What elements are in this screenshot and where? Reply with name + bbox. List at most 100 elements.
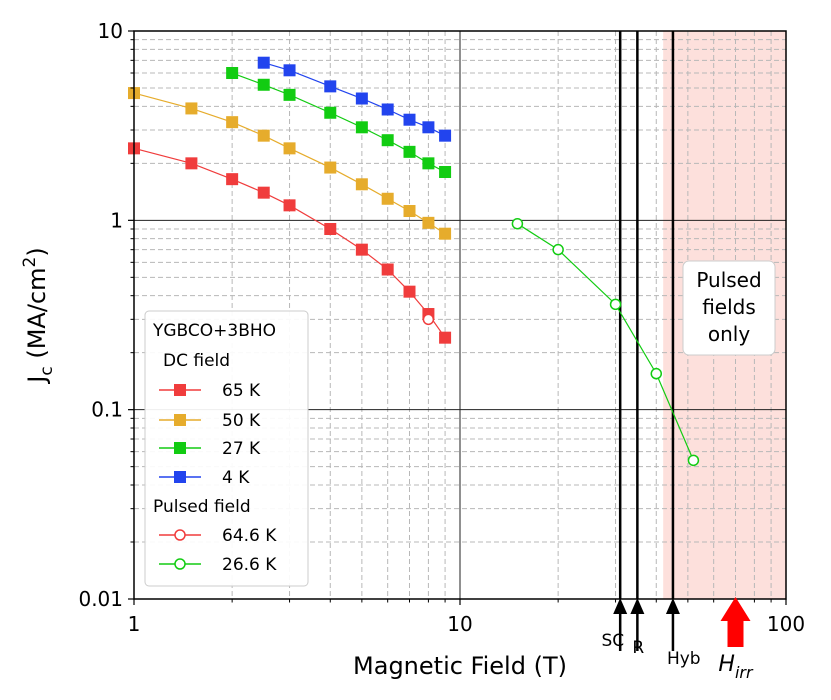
tick-layer: 1 10 100 0.01 0.1 1 10: [78, 19, 805, 636]
data-point: [355, 92, 368, 105]
pulsed-only-label-box: [682, 260, 776, 356]
irr-arrow-head: [720, 597, 751, 621]
pulsed-only-label-line: only: [708, 322, 750, 346]
y-tick-label: 1: [110, 208, 123, 232]
data-point: [422, 121, 435, 134]
data-point: [422, 216, 435, 229]
legend: YGBCO+3BHO DC field 65 K 50 K 27 K 4 K Pulsed …: [144, 310, 309, 587]
data-point: [283, 88, 296, 101]
x-tick-label: 1: [128, 612, 141, 636]
series-64.6k: [422, 313, 435, 326]
data-point: [439, 331, 452, 344]
legend-label: 26.6 K: [222, 555, 277, 575]
arrow-head: [630, 598, 645, 614]
data-point: [257, 56, 270, 69]
legend-label: 4 K: [222, 468, 250, 488]
legend-entry: 64.6 K: [159, 526, 277, 546]
data-point: [381, 263, 394, 276]
data-point: [185, 102, 198, 115]
legend-label: 50 K: [222, 411, 261, 431]
data-point: [439, 129, 452, 142]
y-tick-label: 0.01: [78, 587, 123, 611]
pulsed-only-label-line: Pulsed: [696, 268, 761, 292]
legend-title: YGBCO+3BHO: [152, 321, 276, 341]
data-point: [687, 454, 700, 467]
y-axis-label-unit: (MA/cm: [23, 267, 51, 366]
irr-arrow-shaft: [727, 620, 744, 647]
data-point: [257, 129, 270, 142]
data-point: [422, 157, 435, 170]
legend-dc-header: DC field: [163, 351, 230, 371]
data-point: [324, 161, 337, 174]
data-point: [422, 313, 435, 326]
arrow-layer: SC R Hyb Hirr: [602, 597, 754, 682]
field-limit-label: SC: [602, 631, 625, 651]
x-axis-label: Magnetic Field (T): [353, 652, 567, 680]
data-point: [257, 186, 270, 199]
data-point: [650, 367, 663, 380]
data-point: [226, 173, 239, 186]
y-axis-label-main: J: [23, 376, 51, 385]
legend-marker: [174, 442, 186, 454]
y-axis-label-close: ): [23, 247, 51, 256]
data-point: [511, 217, 524, 230]
data-point: [283, 64, 296, 77]
data-point: [403, 145, 416, 158]
series-50k: [128, 87, 452, 240]
irreversibility-field-arrow: Hirr: [718, 597, 754, 682]
series-4k: [257, 56, 452, 142]
data-point: [381, 192, 394, 205]
field-limit-arrow: [613, 598, 628, 651]
y-axis-label-sup: 2: [20, 257, 40, 268]
field-limit-arrow: [665, 598, 680, 651]
data-point: [355, 178, 368, 191]
y-axis-label-sub: c: [37, 366, 57, 375]
legend-entry: 27 K: [159, 439, 261, 459]
x-tick-label: 10: [447, 612, 472, 636]
legend-entry: 65 K: [159, 381, 261, 401]
series-26.6k: [511, 217, 700, 467]
irr-label-main: H: [718, 652, 735, 677]
legend-entry: 50 K: [159, 411, 261, 431]
field-limit-label: R: [632, 638, 644, 658]
data-point: [439, 166, 452, 179]
data-point: [226, 116, 239, 129]
arrow-head: [665, 598, 680, 614]
y-tick-label: 0.1: [91, 398, 123, 422]
legend-label: 27 K: [222, 439, 261, 459]
legend-label: 65 K: [222, 381, 261, 401]
series-65k: [128, 142, 452, 344]
legend-marker: [174, 414, 186, 426]
data-point: [552, 243, 564, 256]
data-point: [403, 285, 416, 298]
data-point: [226, 67, 239, 80]
legend-pulsed-header: Pulsed field: [153, 497, 251, 517]
data-point: [609, 298, 622, 311]
data-point: [324, 106, 337, 119]
legend-entry: 4 K: [159, 468, 250, 488]
data-point: [257, 78, 270, 91]
y-axis-label: Jc (MA/cm2): [20, 247, 57, 384]
data-point: [381, 134, 394, 147]
legend-label: 64.6 K: [222, 526, 277, 546]
field-limit-label: Hyb: [667, 649, 701, 669]
data-point: [324, 222, 337, 235]
irr-label: Hirr: [718, 652, 754, 682]
legend-marker: [174, 471, 186, 483]
vertical-marker-layer: [618, 31, 675, 599]
data-point: [355, 121, 368, 134]
y-tick-label: 10: [98, 19, 123, 43]
series-layer: [128, 56, 700, 467]
data-point: [355, 243, 368, 256]
legend-marker: [174, 529, 186, 541]
legend-box: [144, 310, 309, 587]
irr-label-sub: irr: [735, 663, 754, 682]
legend-entry: 26.6 K: [159, 555, 277, 575]
legend-marker: [174, 558, 186, 570]
data-point: [439, 227, 452, 240]
arrow-head: [613, 598, 628, 614]
data-point: [403, 205, 416, 218]
pulsed-only-label-line: fields: [702, 295, 756, 319]
data-point: [381, 103, 394, 116]
